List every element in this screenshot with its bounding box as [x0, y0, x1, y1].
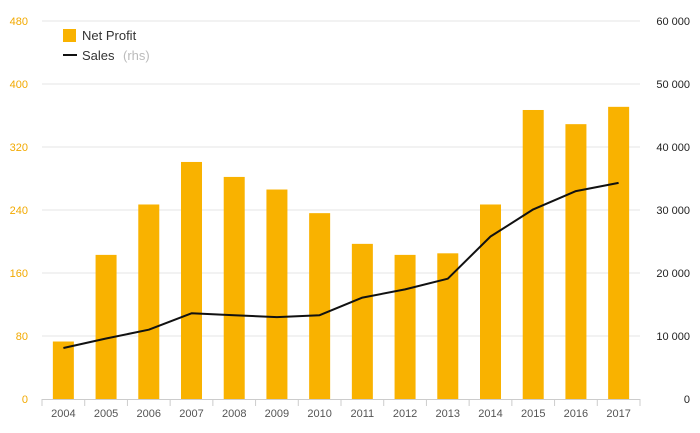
bar-net-profit [351, 243, 373, 399]
x-tick-label: 2004 [51, 408, 75, 420]
bar-net-profit [309, 213, 331, 399]
x-tick-label: 2012 [393, 408, 417, 420]
x-tick-label: 2016 [564, 408, 588, 420]
line-layer [63, 181, 619, 349]
legend-label-sales: Sales (rhs) [82, 47, 150, 64]
bar-net-profit [394, 254, 416, 399]
bar-net-profit [266, 189, 288, 399]
y-left-tick-label: 80 [16, 331, 28, 343]
grid-layer [42, 20, 640, 337]
bar-net-profit [223, 176, 245, 399]
x-tick-label: 2011 [351, 408, 375, 420]
bar-net-profit [522, 109, 544, 400]
y-left-tick-label: 160 [10, 268, 28, 280]
y-right-tick-label: 40 000 [656, 142, 690, 154]
x-tick-label: 2006 [137, 408, 161, 420]
legend-swatch-net-profit [63, 29, 76, 42]
bars-layer [52, 106, 630, 400]
bar-net-profit [52, 341, 74, 399]
x-tick-label: 2005 [94, 408, 118, 420]
y-right-tick-label: 20 000 [656, 268, 690, 280]
y-left-tick-label: 400 [10, 79, 28, 91]
line-sales [63, 181, 619, 349]
bar-net-profit [480, 204, 501, 399]
x-tick-label: 2010 [307, 408, 331, 420]
x-tick-label: 2008 [222, 408, 246, 420]
x-tick-label: 2015 [521, 408, 545, 420]
y-right-tick-label: 50 000 [656, 79, 690, 91]
legend-label-sales-text: Sales [82, 48, 115, 63]
axis-layer: 0 0 80 10 000 160 20 000 240 30 000 320 40 000 400… [10, 16, 690, 420]
y-right-tick-label: 60 000 [656, 16, 690, 28]
x-tick-label: 2007 [179, 408, 203, 420]
y-right-tick-label: 30 000 [656, 205, 690, 217]
bar-net-profit [181, 161, 202, 399]
legend-label-net-profit: Net Profit [82, 28, 137, 43]
bar-net-profit [608, 106, 630, 400]
y-right-tick-label: 10 000 [656, 331, 690, 343]
y-left-tick-label: 320 [10, 142, 28, 154]
y-left-tick-label: 240 [10, 205, 28, 217]
x-tick-label: 2009 [265, 408, 289, 420]
y-left-tick-label: 480 [10, 16, 28, 28]
x-tick-label: 2013 [436, 408, 460, 420]
y-left-tick-label: 0 [22, 394, 28, 406]
legend-label-sales-note: (rhs) [123, 48, 150, 63]
legend: Net Profit Sales (rhs) [63, 28, 150, 64]
y-right-tick-label: 0 [684, 394, 690, 406]
bar-net-profit [437, 253, 459, 399]
bar-net-profit [95, 254, 117, 399]
bar-net-profit [138, 204, 160, 399]
x-tick-label: 2017 [606, 408, 630, 420]
bar-net-profit [565, 124, 587, 399]
x-tick-label: 2014 [478, 408, 502, 420]
